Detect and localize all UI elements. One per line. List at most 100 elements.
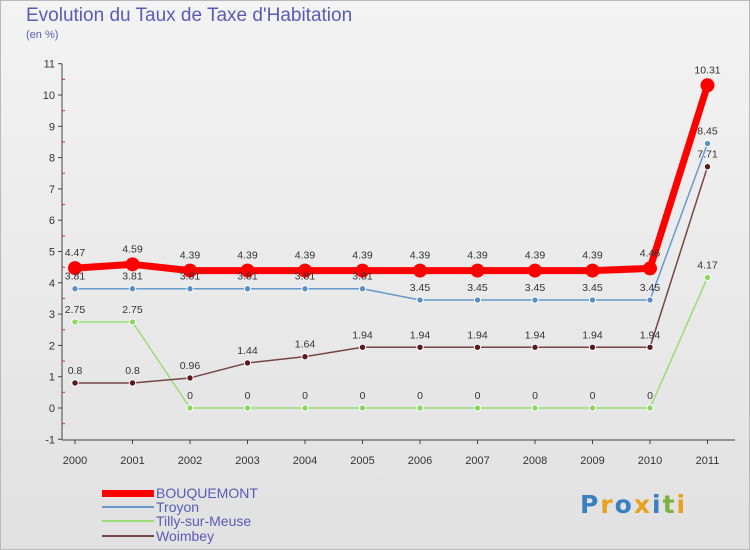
- data-point-woimbey-2000: [71, 379, 79, 387]
- y-tick-label-2: 2: [49, 340, 55, 352]
- logo-letter: x: [633, 490, 652, 519]
- data-label-troyon-2009: 3.45: [582, 282, 603, 294]
- y-tick-label--1: -1: [45, 434, 55, 446]
- data-label-tilly-sur-meuse-2010: 0: [647, 390, 653, 402]
- data-point-woimbey-2004: [301, 352, 309, 361]
- data-point-tilly-sur-meuse-2009: [588, 404, 597, 412]
- data-label-tilly-sur-meuse-2006: 0: [417, 390, 423, 402]
- data-label-woimbey-2006: 1.94: [410, 329, 431, 341]
- legend-item-tilly: Tilly-sur-Meuse: [102, 513, 251, 529]
- data-label-tilly-sur-meuse-2003: 0: [245, 390, 251, 402]
- legend-label-bouquemont: BOUQUEMONT: [156, 485, 258, 501]
- data-label-bouquemont-2000: 4.47: [65, 247, 86, 259]
- data-point-bouquemont-2010: [643, 261, 657, 276]
- data-point-tilly-sur-meuse-2010: [646, 404, 654, 412]
- data-label-woimbey-2002: 0.96: [180, 360, 201, 372]
- data-label-woimbey-2004: 1.64: [295, 339, 316, 351]
- data-label-troyon-2004: 3.81: [295, 271, 316, 283]
- legend-item-troyon: Troyon: [102, 499, 199, 515]
- x-tick-label-2002: 2002: [178, 455, 202, 467]
- y-tick-label-0: 0: [49, 403, 55, 415]
- data-label-troyon-2002: 3.81: [180, 271, 201, 283]
- y-tick-label-11: 11: [44, 59, 55, 71]
- y-tick-label-6: 6: [49, 215, 55, 227]
- data-label-bouquemont-2004: 4.39: [295, 250, 316, 262]
- logo-letter: i: [652, 490, 663, 519]
- data-point-woimbey-2008: [531, 343, 539, 351]
- data-point-tilly-sur-meuse-2002: [186, 404, 194, 412]
- data-label-bouquemont-2005: 4.39: [352, 250, 373, 262]
- data-point-bouquemont-2011: [700, 78, 715, 93]
- data-point-tilly-sur-meuse-2003: [243, 404, 252, 412]
- data-label-tilly-sur-meuse-2005: 0: [360, 390, 366, 402]
- data-point-troyon-2001: [128, 285, 137, 293]
- legend-item-woimbey: Woimbey: [102, 528, 214, 544]
- legend-item-bouquemont: BOUQUEMONT: [102, 485, 258, 501]
- data-point-troyon-2008: [531, 296, 539, 304]
- legend-swatch-tilly: [102, 520, 154, 522]
- data-point-bouquemont-2000: [68, 261, 82, 276]
- series-line-bouquemont: [74, 84, 711, 275]
- x-tick-label-2008: 2008: [523, 455, 547, 467]
- y-tick-label-10: 10: [43, 90, 55, 102]
- data-label-tilly-sur-meuse-2000: 2.75: [65, 304, 86, 316]
- data-point-troyon-2006: [416, 296, 424, 304]
- legend-label-tilly: Tilly-sur-Meuse: [156, 513, 252, 529]
- x-tick-label-2010: 2010: [638, 455, 662, 467]
- y-tick-label-4: 4: [49, 278, 55, 290]
- data-label-tilly-sur-meuse-2004: 0: [302, 390, 308, 402]
- data-point-tilly-sur-meuse-2006: [416, 404, 424, 412]
- data-label-bouquemont-2002: 4.39: [180, 250, 201, 262]
- data-point-tilly-sur-meuse-2001: [128, 318, 137, 326]
- data-label-troyon-2010: 3.45: [640, 282, 661, 294]
- data-point-bouquemont-2003: [240, 263, 255, 278]
- series-line-woimbey: [75, 166, 709, 384]
- data-label-bouquemont-2010: 4.46: [640, 247, 661, 259]
- data-label-bouquemont-2011: 10.31: [694, 64, 720, 76]
- data-label-tilly-sur-meuse-2009: 0: [590, 390, 596, 402]
- data-label-troyon-2011: 8.45: [697, 126, 718, 138]
- data-point-troyon-2007: [473, 296, 482, 304]
- data-label-troyon-2006: 3.45: [410, 282, 431, 294]
- data-label-tilly-sur-meuse-2008: 0: [532, 390, 538, 402]
- data-point-bouquemont-2002: [183, 263, 197, 278]
- logo-letter: t: [662, 490, 677, 519]
- data-point-bouquemont-2008: [528, 263, 542, 278]
- data-label-woimbey-2005: 1.94: [352, 329, 373, 341]
- data-label-tilly-sur-meuse-2002: 0: [187, 390, 193, 402]
- legend-swatch-troyon: [102, 506, 154, 508]
- legend-swatch-bouquemont: [102, 489, 154, 497]
- data-point-bouquemont-2007: [470, 263, 485, 278]
- x-tick-label-2007: 2007: [465, 455, 489, 467]
- logo-letter: r: [600, 490, 615, 519]
- data-label-troyon-2001: 3.81: [122, 271, 143, 283]
- y-tick-label-8: 8: [49, 153, 55, 165]
- data-label-bouquemont-2001: 4.59: [122, 243, 143, 255]
- y-tick-label-9: 9: [49, 121, 55, 133]
- data-label-bouquemont-2006: 4.39: [410, 250, 431, 262]
- legend-label-troyon: Troyon: [156, 499, 200, 515]
- x-tick-label-2000: 2000: [63, 455, 87, 467]
- data-point-tilly-sur-meuse-2005: [358, 404, 367, 412]
- data-point-troyon-2000: [71, 285, 79, 293]
- x-tick-label-2009: 2009: [580, 455, 604, 467]
- data-point-troyon-2009: [588, 296, 597, 304]
- data-label-woimbey-2009: 1.94: [582, 329, 603, 341]
- x-tick-label-2003: 2003: [235, 455, 259, 467]
- data-point-woimbey-2011: [703, 162, 712, 171]
- chart-subtitle: (en %): [26, 29, 59, 41]
- data-point-woimbey-2001: [128, 379, 137, 387]
- data-point-woimbey-2005: [358, 343, 367, 351]
- data-point-tilly-sur-meuse-2000: [71, 318, 79, 326]
- data-point-tilly-sur-meuse-2011: [703, 273, 712, 282]
- data-point-woimbey-2007: [473, 343, 482, 351]
- data-point-troyon-2003: [243, 285, 252, 293]
- y-tick-label-5: 5: [49, 247, 55, 259]
- data-point-bouquemont-2006: [413, 263, 427, 278]
- proxiti-logo: Proxiti: [580, 490, 687, 519]
- data-point-tilly-sur-meuse-2008: [531, 404, 539, 412]
- data-label-tilly-sur-meuse-2011: 4.17: [697, 259, 718, 271]
- data-label-woimbey-2007: 1.94: [467, 329, 488, 341]
